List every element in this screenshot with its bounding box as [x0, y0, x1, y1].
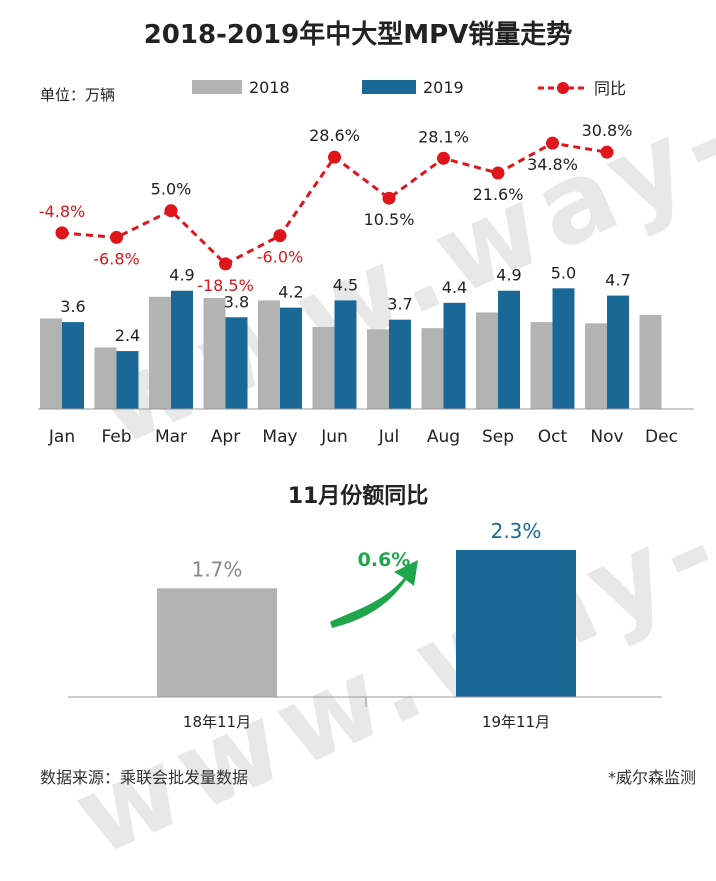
tick-label-feb: Feb: [101, 427, 131, 447]
tick-label-jul: Jul: [378, 427, 400, 447]
share-bar-2019: [456, 549, 576, 697]
legend-label-2018: 2018: [249, 78, 290, 97]
share-bar-2018: [157, 588, 277, 697]
tick-label-dec: Dec: [645, 427, 678, 447]
credit: *威尔森监测: [607, 768, 696, 787]
share-label-2019: 2.3%: [491, 519, 542, 543]
share-tick-2019: 19年11月: [482, 713, 550, 731]
bar-2019-sep: [498, 290, 520, 409]
yoy-label-jan: -4.8%: [39, 202, 85, 221]
bar-2018-mar: [149, 296, 171, 409]
main-chart: 2018 2019 同比 3.6 Jan 2.4 Feb 4.9 Mar 3.8 Apr 4.2 May…: [38, 78, 694, 731]
data-label-2019-mar: 4.9: [169, 266, 194, 285]
share-chart-title: 11月份额同比: [287, 484, 429, 509]
yoy-label-oct: 34.8%: [527, 155, 578, 174]
data-label-2019-jul: 3.7: [387, 295, 412, 314]
growth-arrow-icon: [330, 560, 418, 628]
legend-label-yoy: 同比: [594, 79, 626, 98]
legend-swatch-2019: [362, 80, 416, 94]
bar-2019-oct: [552, 288, 575, 409]
yoy-point-mar: [164, 204, 178, 218]
yoy-point-jun: [328, 150, 341, 164]
yoy-point-jan: [55, 226, 69, 240]
yoy-point-oct: [546, 136, 559, 150]
tick-label-jan: Jan: [48, 427, 75, 447]
bar-2018-aug: [421, 328, 444, 409]
legend-label-2019: 2019: [423, 78, 464, 97]
tick-label-may: May: [262, 427, 297, 447]
yoy-label-feb: -6.8%: [93, 249, 139, 268]
data-label-2019-oct: 5.0: [551, 263, 576, 282]
yoy-point-sep: [491, 166, 505, 180]
bar-2019-apr: [225, 317, 248, 409]
bar-2019-jul: [389, 319, 411, 409]
data-label-2019-feb: 2.4: [115, 326, 140, 345]
bar-2019-aug: [443, 302, 466, 409]
tick-label-oct: Oct: [538, 427, 568, 447]
tick-label-aug: Aug: [427, 427, 460, 447]
tick-label-nov: Nov: [590, 427, 623, 447]
bar-2018-oct: [530, 322, 553, 409]
bar-2018-dec: [639, 314, 662, 409]
data-label-2019-jan: 3.6: [60, 297, 85, 316]
share-tick-2018: 18年11月: [183, 713, 251, 731]
yoy-point-apr: [219, 257, 232, 271]
yoy-label-mar: 5.0%: [151, 180, 192, 199]
share-label-2018: 1.7%: [192, 557, 243, 581]
yoy-point-aug: [437, 151, 450, 165]
yoy-label-aug: 28.1%: [418, 127, 469, 146]
bar-2018-jul: [367, 329, 389, 409]
bar-2019-may: [280, 307, 302, 409]
yoy-label-apr: -18.5%: [197, 276, 254, 295]
data-label-2019-apr: 3.8: [224, 292, 249, 311]
chart-title: 2018-2019年中大型MPV销量走势: [143, 20, 573, 50]
bar-2018-nov: [585, 323, 607, 409]
data-label-2019-sep: 4.9: [496, 266, 521, 285]
yoy-label-jul: 10.5%: [364, 210, 415, 229]
tick-label-sep: Sep: [482, 427, 514, 447]
yoy-label-nov: 30.8%: [582, 121, 633, 140]
bar-2018-jan: [40, 318, 62, 409]
yoy-point-nov: [600, 145, 614, 159]
tick-label-apr: Apr: [211, 427, 240, 447]
bar-2018-may: [258, 300, 280, 409]
yoy-point-feb: [110, 230, 123, 244]
tick-label-jun: Jun: [320, 427, 348, 447]
bar-2019-mar: [171, 290, 193, 409]
bar-2018-sep: [476, 312, 498, 409]
data-label-2019-nov: 4.7: [605, 271, 630, 290]
share-growth-label: 0.6%: [358, 549, 411, 571]
yoy-label-may: -6.0%: [257, 248, 303, 267]
data-label-2019-jun: 4.5: [333, 275, 358, 294]
bar-2018-apr: [203, 297, 226, 409]
bar-2019-jun: [334, 300, 357, 409]
bar-2018-jun: [312, 326, 335, 409]
yoy-label-jun: 28.6%: [309, 126, 360, 145]
legend-marker-yoy: [557, 82, 569, 94]
data-label-2019-may: 4.2: [278, 283, 303, 302]
yoy-label-sep: 21.6%: [473, 185, 524, 204]
data-label-2019-aug: 4.4: [442, 278, 467, 297]
yoy-point-may: [273, 229, 287, 243]
tick-label-mar: Mar: [155, 427, 187, 447]
legend-swatch-2018: [192, 80, 242, 94]
data-source: 数据来源：乘联会批发量数据: [40, 768, 249, 787]
bar-2019-jan: [62, 322, 84, 409]
bar-2019-feb: [116, 351, 139, 409]
unit-label: 单位：万辆: [40, 86, 116, 104]
bar-2019-nov: [607, 295, 629, 409]
yoy-point-jul: [382, 191, 396, 205]
bar-2018-feb: [94, 347, 117, 409]
